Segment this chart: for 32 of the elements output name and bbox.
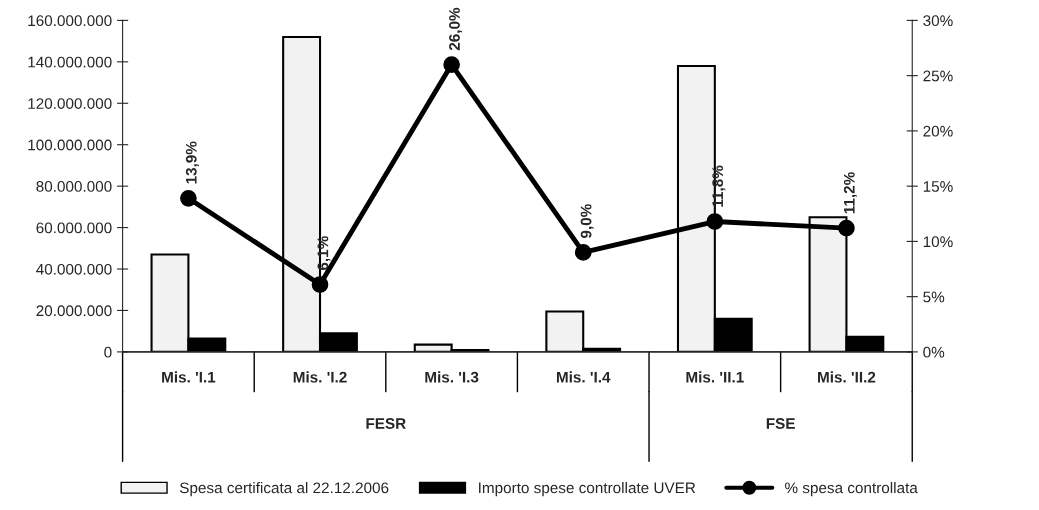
legend-label: % spesa controllata bbox=[785, 482, 918, 497]
y-tick-label: 80.000.000 bbox=[36, 181, 112, 192]
data-label: 26,0% bbox=[449, 7, 463, 51]
y2-tick-label: 5% bbox=[923, 291, 945, 303]
text: FESR bbox=[366, 418, 406, 429]
y2-tick-label: 15% bbox=[923, 181, 953, 192]
legend-label: Spesa certificata al 22.12.2006 bbox=[179, 482, 389, 497]
y-tick-label: 0 bbox=[104, 346, 112, 358]
y-tick-label: 160.000.000 bbox=[28, 15, 112, 27]
y2-tick-label: 20% bbox=[923, 125, 953, 137]
y2-tick-label: 25% bbox=[923, 70, 953, 82]
y-tick-label: 100.000.000 bbox=[28, 139, 112, 151]
y-tick-label: 140.000.000 bbox=[28, 56, 112, 68]
y-tick-label: 120.000.000 bbox=[28, 98, 112, 109]
x-tick-label: Mis. 'I.2 bbox=[293, 371, 347, 383]
y-tick-label: 20.000.000 bbox=[36, 305, 112, 317]
x-tick-label: Mis. 'I.3 bbox=[425, 371, 479, 383]
x-tick-label: Mis. 'II.1 bbox=[686, 371, 744, 383]
data-label: 11,2% bbox=[843, 172, 857, 214]
text: FSE bbox=[766, 418, 795, 429]
legend-label: Importo spese controllate UVER bbox=[479, 482, 696, 497]
y2-tick-label: 0% bbox=[923, 346, 945, 358]
y2-tick-label: 10% bbox=[923, 236, 953, 248]
x-tick-label: Mis. 'I.1 bbox=[162, 371, 216, 383]
data-label: 13,9% bbox=[185, 141, 199, 184]
y2-tick-label: 30% bbox=[923, 15, 953, 27]
x-tick-label: Mis. 'II.2 bbox=[818, 371, 876, 383]
y-tick-label: 60.000.000 bbox=[36, 222, 112, 234]
y-tick-label: 40.000.000 bbox=[36, 263, 112, 275]
x-tick-label: Mis. 'I.4 bbox=[556, 371, 611, 383]
data-label: 9,0% bbox=[580, 204, 594, 239]
data-label: 6,1% bbox=[317, 236, 331, 271]
